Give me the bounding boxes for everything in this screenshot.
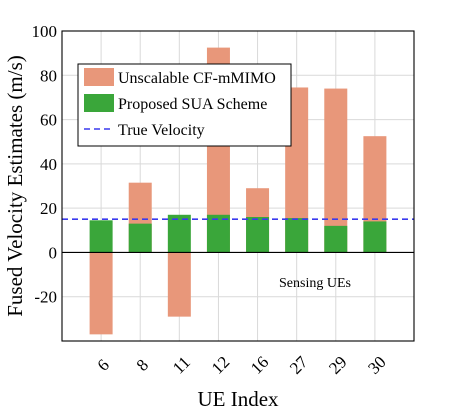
x-tick-label: 12: [208, 352, 233, 377]
legend-label-unscalable: Unscalable CF-mMIMO: [118, 70, 276, 87]
legend: Unscalable CF-mMIMO Proposed SUA Scheme …: [77, 63, 292, 147]
legend-label-true-velocity: True Velocity: [118, 122, 205, 139]
y-tick-label: 0: [49, 243, 58, 262]
bar-unscalable: [167, 252, 191, 317]
bar-proposed: [246, 217, 270, 253]
axes: [61, 30, 415, 342]
x-tick-label: 8: [133, 355, 152, 374]
bar-unscalable: [89, 252, 113, 335]
bar-proposed: [324, 225, 348, 253]
y-axis-title: Fused Velocity Estimates (m/s): [3, 55, 27, 317]
x-tick-label: 27: [286, 352, 312, 378]
x-tick-label: 16: [247, 352, 272, 377]
legend-swatch-proposed: [84, 94, 114, 112]
x-axis-title: UE Index: [197, 387, 279, 411]
x-tick-label: 11: [169, 353, 194, 378]
bar-proposed: [206, 214, 230, 253]
bar-proposed: [89, 220, 113, 253]
x-tick-label: 29: [325, 352, 350, 377]
y-tick-label: 40: [40, 155, 57, 174]
bar-proposed: [285, 218, 309, 253]
y-tick-label: -20: [34, 288, 57, 307]
bar-unscalable: [324, 88, 348, 253]
bar-proposed: [363, 221, 387, 253]
sensing-ues-annotation: Sensing UEs: [279, 276, 351, 291]
y-tick-label: 100: [32, 22, 58, 41]
legend-label-proposed: Proposed SUA Scheme: [118, 96, 267, 113]
y-tick-label: 80: [40, 66, 57, 85]
x-tick-label: 6: [93, 355, 112, 374]
y-tick-label: 20: [40, 199, 57, 218]
bar-proposed: [167, 214, 191, 253]
bar-proposed: [128, 223, 152, 253]
legend-swatch-unscalable: [84, 68, 114, 86]
plot-frame: [61, 30, 415, 342]
y-tick-label: 60: [40, 111, 57, 130]
x-tick-label: 30: [364, 352, 389, 377]
